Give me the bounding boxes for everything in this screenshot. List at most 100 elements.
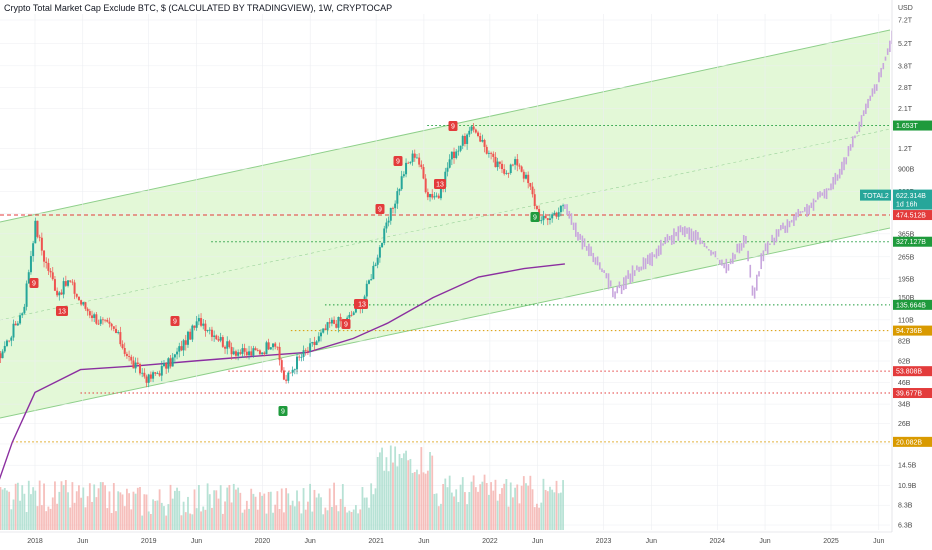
candle-body [156, 373, 159, 375]
volume-bar [442, 484, 445, 530]
time-axis [0, 532, 892, 550]
candle-body [306, 350, 309, 352]
candle-body [540, 220, 543, 222]
candle-body [195, 321, 198, 328]
volume-bar [6, 490, 8, 530]
volume-bar [492, 490, 495, 530]
candle-body [213, 335, 216, 337]
candle-body [128, 355, 131, 357]
candle-body [483, 140, 486, 147]
price-level-tag-label: 39.677B [896, 391, 922, 398]
volume-bar [372, 494, 375, 530]
td-badge-label: 9 [533, 215, 537, 222]
candle-body [154, 372, 157, 374]
volume-bar [178, 490, 181, 530]
candle-body [34, 220, 37, 244]
y-tick-label: 150B [898, 295, 915, 302]
volume-bar [171, 498, 174, 530]
candle-body [553, 212, 556, 215]
volume-bar [130, 509, 133, 530]
candle-body [265, 342, 268, 354]
channel-upper-line [0, 29, 891, 223]
volume-bar [51, 497, 54, 530]
y-tick-label: 3.8T [898, 63, 913, 70]
volume-bar [176, 487, 178, 530]
candle-body [535, 205, 538, 210]
volume-bar [169, 484, 172, 530]
candle-body [182, 340, 185, 351]
candle-body [152, 372, 155, 379]
candle-body [51, 272, 54, 280]
candle-body [134, 362, 137, 369]
volume-bar [123, 506, 126, 530]
chart-title: Crypto Total Market Cap Exclude BTC, $ (… [4, 3, 393, 13]
channel-lower-line [0, 227, 891, 419]
volume-bar [200, 511, 202, 530]
candle-body [514, 159, 517, 165]
candle-body [5, 340, 8, 346]
volume-bar [405, 450, 407, 530]
td-badge-label: 9 [173, 319, 177, 326]
volume-bar [283, 512, 285, 530]
volume-bar [82, 487, 85, 530]
candle-body [143, 372, 146, 377]
volume-bar [559, 492, 562, 530]
volume-bar [354, 505, 357, 530]
y-tick-label: 26B [898, 421, 911, 428]
volume-bar [104, 485, 106, 530]
candle-body [287, 372, 290, 381]
volume-bar [341, 484, 344, 530]
candle-body [193, 325, 196, 328]
volume-bar [527, 485, 530, 530]
volume-bar [136, 487, 139, 530]
volume-bar [422, 472, 425, 530]
volume-bar [86, 496, 89, 530]
candle-body [261, 352, 264, 355]
candle-body [180, 346, 183, 351]
volume-bar [243, 509, 246, 530]
candle-body [337, 317, 340, 328]
price-level-tag [893, 388, 932, 399]
candle-body [400, 176, 403, 190]
candle-body [426, 192, 429, 198]
volume-bar [165, 515, 168, 530]
volume-bar [298, 501, 301, 530]
candle-body [472, 126, 475, 130]
volume-bar [509, 482, 512, 530]
volume-bar [313, 489, 316, 530]
x-tick-label: 2021 [368, 538, 384, 545]
candle-body [191, 325, 194, 340]
symbol-badge-label: TOTAL2 [863, 193, 889, 200]
candle-body [149, 374, 152, 379]
volume-bar [102, 482, 104, 530]
volume-bar [211, 507, 213, 530]
volume-bar [357, 513, 359, 530]
x-tick-label: 2020 [255, 538, 271, 545]
candle-body [93, 314, 96, 318]
candle-body [147, 374, 150, 383]
price-level-tag [893, 236, 932, 247]
volume-bar [245, 500, 248, 530]
volume-bar [293, 506, 296, 530]
channel-fill [0, 30, 890, 418]
symbol-countdown: 1d 16h [896, 202, 918, 209]
candle-body [490, 152, 493, 154]
volume-bar [97, 488, 100, 530]
volume-bar [276, 491, 279, 530]
candle-body [413, 153, 416, 158]
volume-bar [235, 489, 237, 530]
volume-bar [320, 497, 322, 530]
candle-body [470, 126, 473, 131]
candle-body [245, 351, 248, 356]
volume-bar [505, 479, 508, 530]
volume-bar [344, 506, 346, 530]
volume-bar [27, 480, 30, 530]
candle-body [439, 183, 442, 199]
volume-bar [241, 512, 244, 530]
y-tick-label: 14.5B [898, 463, 917, 470]
candle-body [40, 237, 43, 251]
candle-body [296, 356, 299, 370]
volume-bar [418, 474, 421, 530]
